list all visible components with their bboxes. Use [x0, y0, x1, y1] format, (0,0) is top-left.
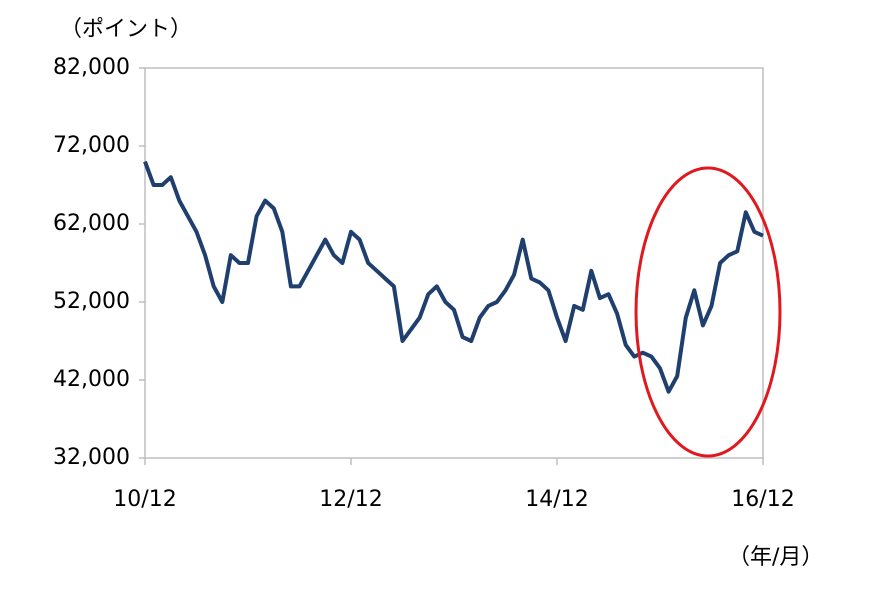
highlight-ellipse	[634, 166, 782, 458]
x-tick-label: 16/12	[731, 487, 794, 512]
x-tick-label: 14/12	[525, 487, 588, 512]
x-axis-label: （年/月）	[728, 545, 823, 570]
y-tick-label: 52,000	[53, 289, 130, 314]
x-tick-label: 10/12	[113, 487, 176, 512]
y-axis-label: （ポイント）	[60, 17, 192, 42]
plot-frame	[144, 67, 764, 459]
y-tick-label: 32,000	[53, 445, 130, 470]
x-tick-label: 12/12	[319, 487, 382, 512]
y-tick-label: 82,000	[53, 55, 130, 80]
line-series	[143, 160, 764, 394]
y-tick-label: 42,000	[53, 367, 130, 392]
y-tick-label: 72,000	[53, 133, 130, 158]
y-tick-label: 62,000	[53, 211, 130, 236]
